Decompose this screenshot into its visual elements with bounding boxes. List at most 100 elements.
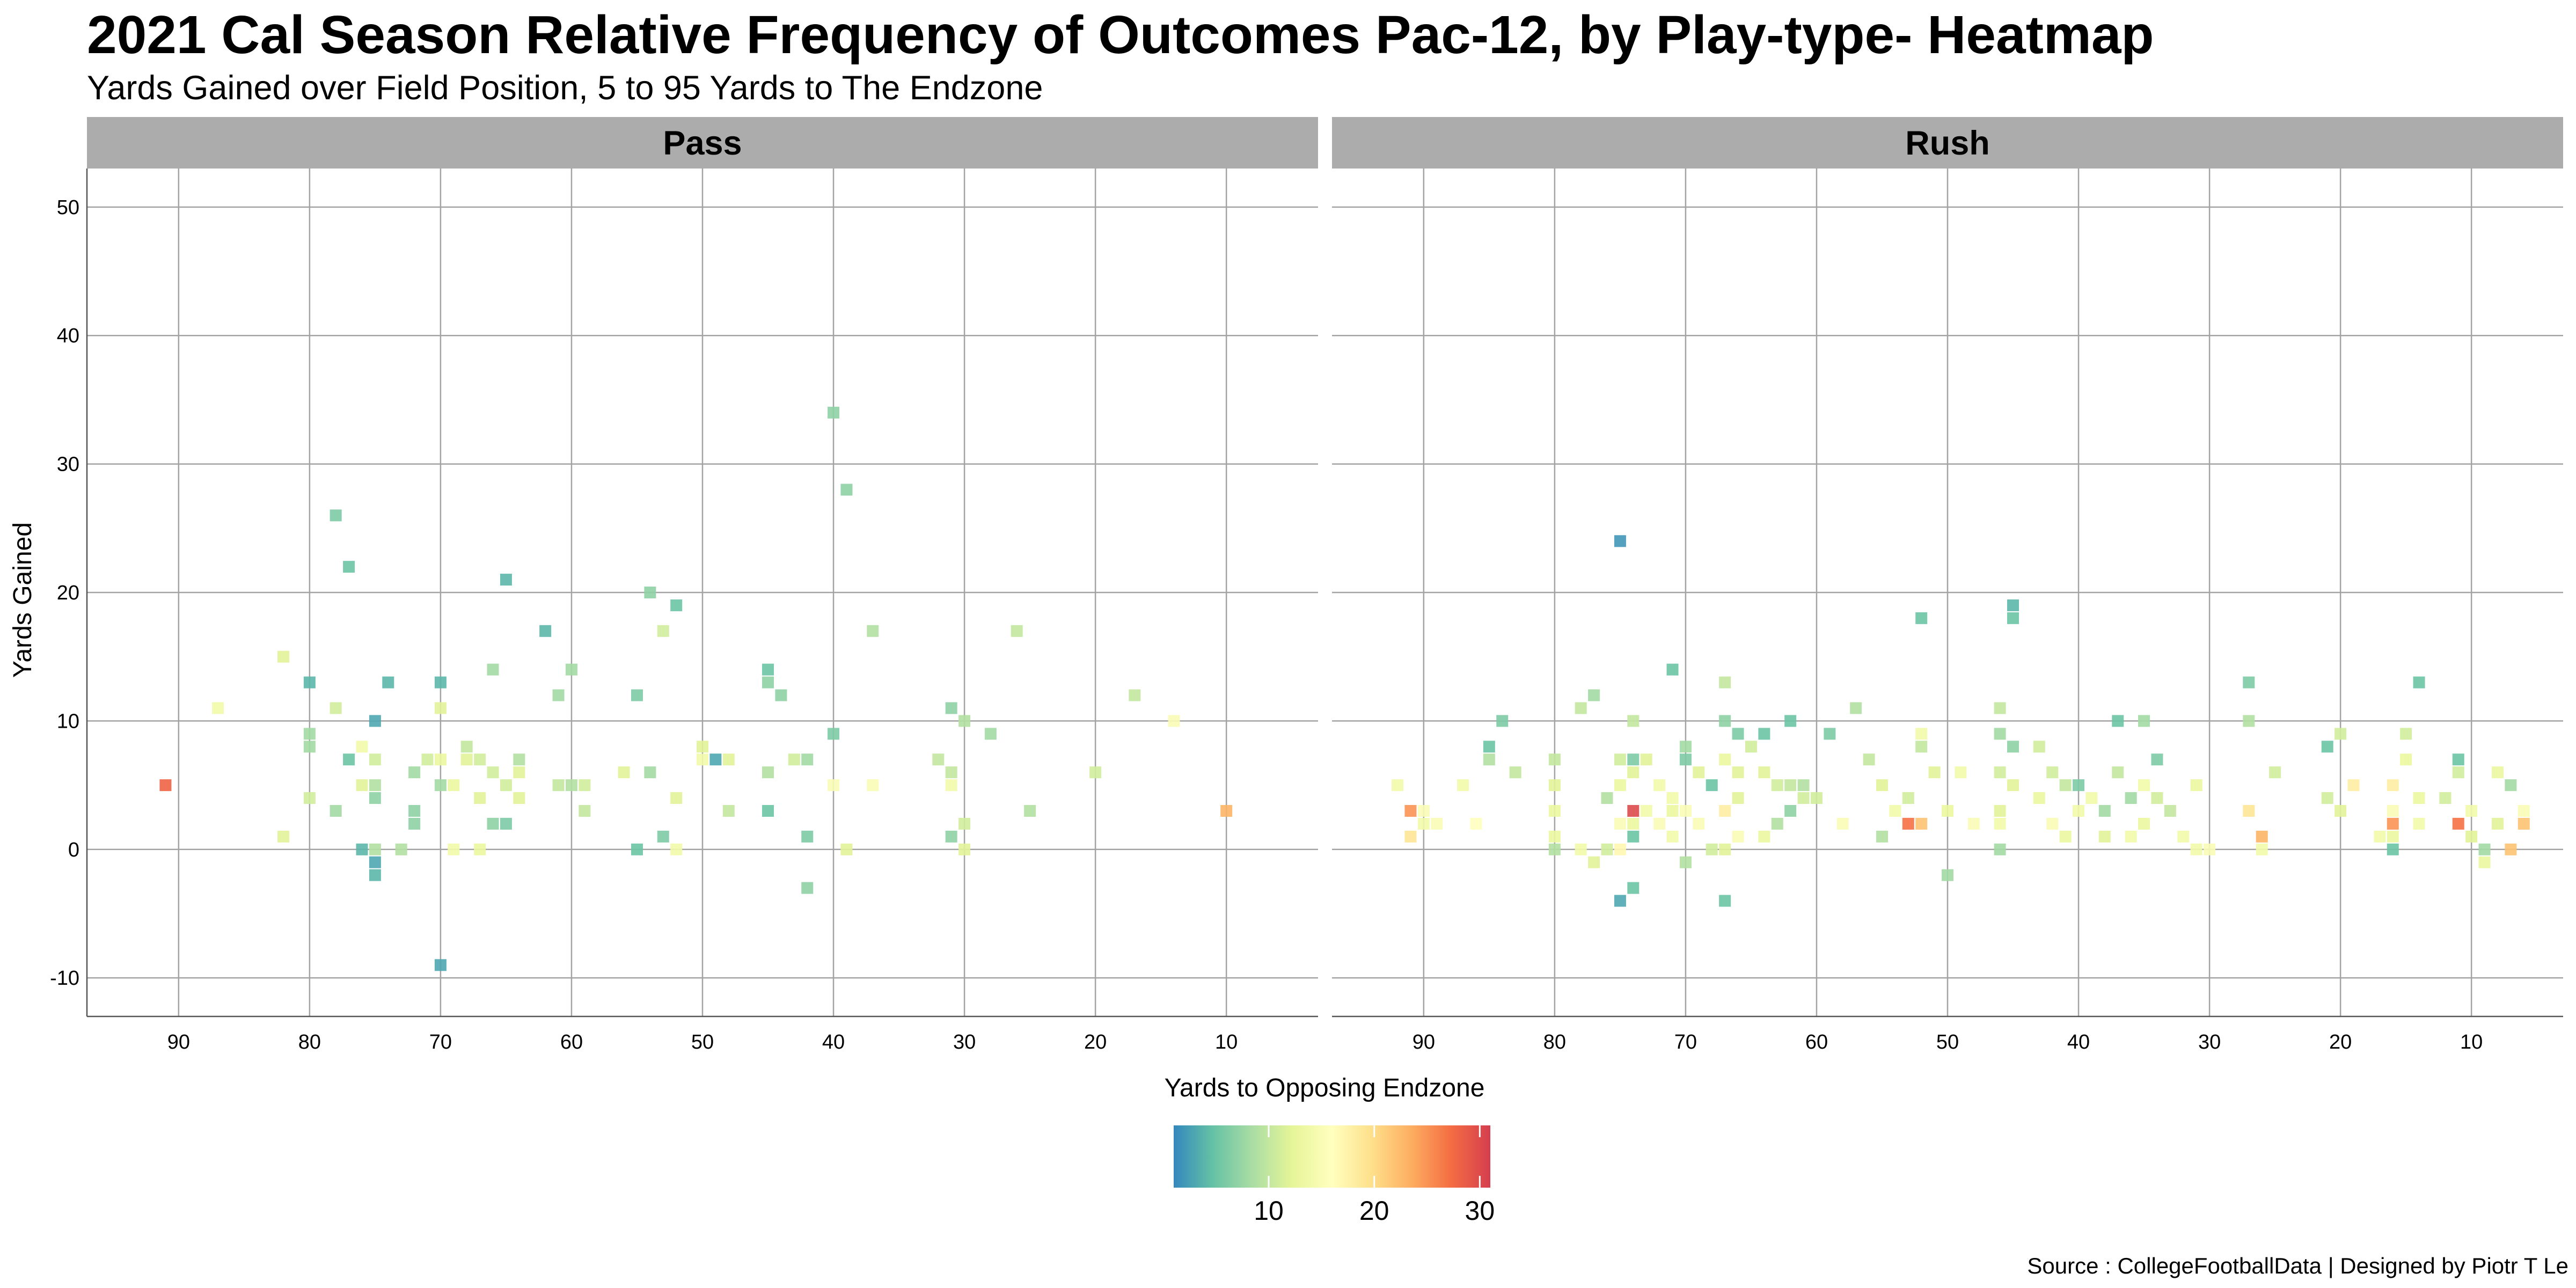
heatmap-cell: [356, 741, 368, 753]
heatmap-cell: [788, 753, 800, 766]
heatmap-cell: [565, 779, 577, 792]
heatmap-cell: [2400, 728, 2412, 740]
heatmap-cell: [762, 676, 774, 689]
heatmap-cell: [1967, 817, 1980, 830]
heatmap-cell: [552, 689, 565, 701]
facet-strip: [1332, 117, 2563, 169]
heatmap-cell: [434, 676, 447, 689]
heatmap-cell: [1915, 741, 1928, 753]
heatmap-cell: [1588, 856, 1600, 868]
heatmap-cell: [945, 702, 957, 714]
heatmap-cell: [579, 804, 591, 817]
heatmap-cell: [434, 753, 447, 766]
heatmap-cell: [552, 779, 565, 792]
heatmap-cell: [867, 779, 879, 792]
heatmap-cell: [1509, 766, 1521, 779]
heatmap-cell: [945, 766, 957, 779]
heatmap-cell: [474, 843, 486, 855]
y-tick-label: 30: [57, 453, 79, 476]
heatmap-cell: [1915, 612, 1928, 624]
heatmap-cell: [1994, 728, 2006, 740]
heatmap-cell: [2046, 766, 2059, 779]
x-tick-label: 10: [1215, 1031, 1238, 1053]
heatmap-cell: [330, 702, 342, 714]
heatmap-cell: [2321, 741, 2333, 753]
heatmap-cell: [1758, 766, 1770, 779]
heatmap-cell: [1575, 702, 1587, 714]
heatmap-cell: [1719, 715, 1731, 727]
heatmap-cell: [2452, 766, 2464, 779]
heatmap-cell: [2059, 830, 2072, 843]
heatmap-cell: [2413, 676, 2425, 689]
heatmap-cell: [500, 779, 512, 792]
heatmap-cell: [434, 702, 447, 714]
heatmap-cell: [1850, 702, 1862, 714]
heatmap-cell: [500, 817, 512, 830]
heatmap-cell: [644, 766, 656, 779]
heatmap-cell: [343, 753, 355, 766]
heatmap-cell: [1404, 804, 1417, 817]
heatmap-cell: [2033, 741, 2045, 753]
heatmap-cell: [369, 869, 381, 881]
heatmap-cell: [2518, 817, 2530, 830]
facet-rush: Rush: [1332, 117, 2563, 1016]
heatmap-cell: [801, 753, 814, 766]
heatmap-cell: [343, 561, 355, 573]
heatmap-cell: [2334, 728, 2347, 740]
heatmap-cell: [303, 792, 316, 804]
heatmap-cell: [2387, 779, 2399, 792]
heatmap-cell: [1614, 895, 1626, 907]
heatmap-cell: [159, 779, 172, 792]
heatmap-cell: [2374, 830, 2386, 843]
heatmap-cell: [1706, 779, 1718, 792]
heatmap-cell: [631, 843, 643, 855]
heatmap-cell: [513, 753, 525, 766]
heatmap-cell: [801, 882, 814, 894]
x-tick-label: 70: [429, 1031, 452, 1053]
x-tick-label: 90: [1413, 1031, 1435, 1053]
heatmap-cell: [1640, 804, 1652, 817]
heatmap-cell: [2125, 792, 2137, 804]
heatmap-cell: [1758, 830, 1770, 843]
chart-subtitle: Yards Gained over Field Position, 5 to 9…: [87, 69, 1043, 107]
legend-colorbar: [1174, 1125, 1490, 1188]
heatmap-cell: [1784, 715, 1797, 727]
heatmap-cell: [1483, 753, 1495, 766]
heatmap-cell: [448, 779, 460, 792]
heatmap-cell: [1417, 817, 1430, 830]
heatmap-cell: [2413, 792, 2425, 804]
heatmap-cell: [2151, 792, 2163, 804]
heatmap-cell: [1902, 817, 1914, 830]
heatmap-cell: [2138, 779, 2150, 792]
heatmap-cell: [1771, 779, 1783, 792]
heatmap-cell: [1836, 817, 1849, 830]
heatmap-cell: [1666, 804, 1679, 817]
heatmap-cell: [303, 728, 316, 740]
legend-label: 10: [1254, 1196, 1284, 1226]
heatmap-cell: [2007, 779, 2019, 792]
x-axis-title: Yards to Opposing Endzone: [1165, 1074, 1485, 1102]
x-tick-label: 40: [2067, 1031, 2090, 1053]
heatmap-cell: [2177, 830, 2190, 843]
heatmap-cell: [2387, 830, 2399, 843]
heatmap-cell: [1666, 792, 1679, 804]
x-tick-label: 50: [1936, 1031, 1959, 1053]
heatmap-cell: [2046, 817, 2059, 830]
heatmap-cell: [1745, 741, 1757, 753]
x-tick-label: 70: [1674, 1031, 1697, 1053]
heatmap-cell: [474, 792, 486, 804]
heatmap-cell: [1863, 753, 1875, 766]
heatmap-cell: [1942, 804, 1953, 817]
heatmap-cell: [1496, 715, 1509, 727]
x-tick-label: 60: [560, 1031, 583, 1053]
heatmap-cell: [2007, 599, 2019, 611]
heatmap-cell: [579, 779, 591, 792]
legend-label: 30: [1465, 1196, 1495, 1226]
heatmap-cell: [2518, 804, 2530, 817]
heatmap-cell: [840, 843, 853, 855]
heatmap-cell: [303, 676, 316, 689]
heatmap-cell: [369, 779, 381, 792]
heatmap-cell: [709, 753, 722, 766]
y-tick-label: 40: [57, 325, 79, 347]
chart-caption: Source : CollegeFootballData | Designed …: [2027, 1253, 2568, 1278]
